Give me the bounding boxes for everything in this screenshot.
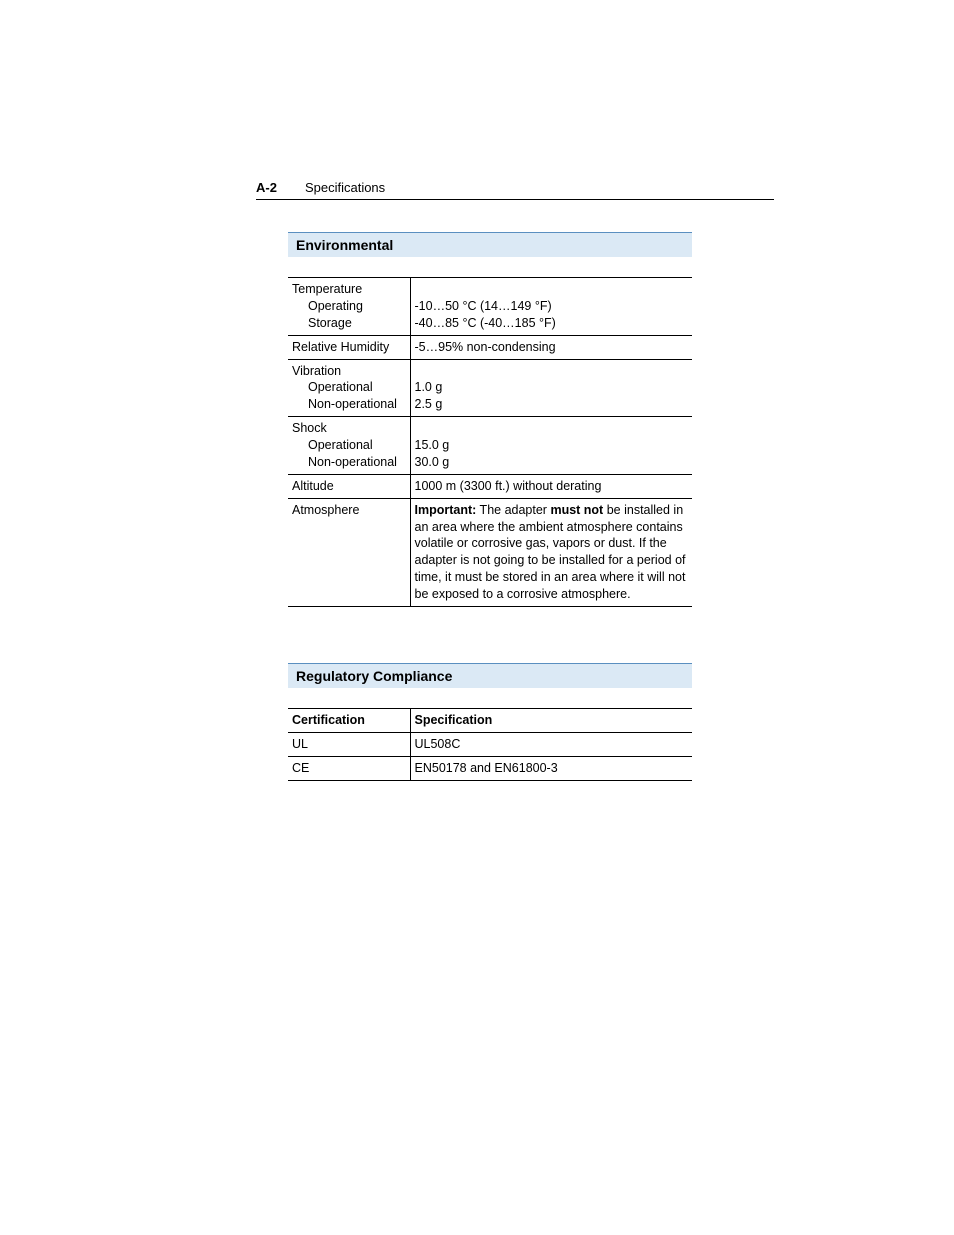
row-label: Vibration <box>292 364 341 378</box>
page-title: Specifications <box>305 180 385 195</box>
column-header: Certification <box>288 708 410 732</box>
table-row: Vibration Operational Non-operational 1.… <box>288 359 692 417</box>
row-value: 1.0 g <box>415 380 443 394</box>
table-header-row: Certification Specification <box>288 708 692 732</box>
table-row: Shock Operational Non-operational 15.0 g… <box>288 417 692 475</box>
body-text: The adapter <box>476 503 550 517</box>
row-sublabel: Non-operational <box>292 454 406 471</box>
row-sublabel: Operating <box>292 298 406 315</box>
row-label: Altitude <box>288 474 410 498</box>
row-value: Important: The adapter must not be insta… <box>410 498 692 606</box>
emphasis-text: must not <box>550 503 603 517</box>
row-label: Temperature <box>292 282 362 296</box>
row-value: 15.0 g <box>415 438 450 452</box>
environmental-table: Temperature Operating Storage -10…50 °C … <box>288 277 692 607</box>
row-value: EN50178 and EN61800-3 <box>410 756 692 780</box>
table-row: CE EN50178 and EN61800-3 <box>288 756 692 780</box>
regulatory-table: Certification Specification UL UL508C CE… <box>288 708 692 781</box>
row-value: 2.5 g <box>415 397 443 411</box>
row-value: UL508C <box>410 732 692 756</box>
table-row: Atmosphere Important: The adapter must n… <box>288 498 692 606</box>
section-heading-regulatory: Regulatory Compliance <box>288 663 692 688</box>
table-row: UL UL508C <box>288 732 692 756</box>
row-value: -5…95% non-condensing <box>410 335 692 359</box>
row-label: CE <box>288 756 410 780</box>
section-heading-environmental: Environmental <box>288 232 692 257</box>
emphasis-text: Important: <box>415 503 477 517</box>
row-sublabel: Storage <box>292 315 406 332</box>
page-number: A-2 <box>256 180 277 195</box>
page-header: A-2 Specifications <box>256 180 774 200</box>
page-container: A-2 Specifications Environmental Tempera… <box>0 0 954 1235</box>
column-header: Specification <box>410 708 692 732</box>
row-sublabel: Operational <box>292 379 406 396</box>
row-value: 1000 m (3300 ft.) without derating <box>410 474 692 498</box>
row-label: Atmosphere <box>288 498 410 606</box>
table-row: Relative Humidity -5…95% non-condensing <box>288 335 692 359</box>
content-block: Environmental Temperature Operating Stor… <box>288 232 692 781</box>
row-label: UL <box>288 732 410 756</box>
row-label: Shock <box>292 421 327 435</box>
row-sublabel: Non-operational <box>292 396 406 413</box>
table-row: Altitude 1000 m (3300 ft.) without derat… <box>288 474 692 498</box>
body-text: be installed in an area where the ambien… <box>415 503 686 601</box>
table-row: Temperature Operating Storage -10…50 °C … <box>288 278 692 336</box>
row-value: 30.0 g <box>415 455 450 469</box>
row-sublabel: Operational <box>292 437 406 454</box>
row-value: -10…50 °C (14…149 °F) <box>415 299 552 313</box>
row-value: -40…85 °C (-40…185 °F) <box>415 316 556 330</box>
row-label: Relative Humidity <box>288 335 410 359</box>
